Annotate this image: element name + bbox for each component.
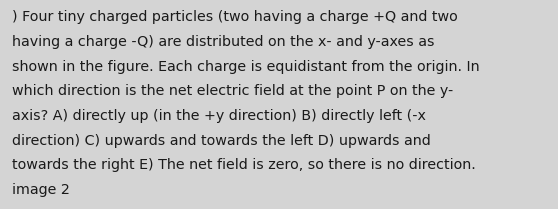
Text: which direction is the net electric field at the point P on the y-: which direction is the net electric fiel…	[12, 84, 454, 98]
Text: image 2: image 2	[12, 183, 70, 197]
Text: ) Four tiny charged particles (two having a charge +Q and two: ) Four tiny charged particles (two havin…	[12, 10, 458, 24]
Text: direction) C) upwards and towards the left D) upwards and: direction) C) upwards and towards the le…	[12, 134, 431, 148]
Text: axis? A) directly up (in the +y direction) B) directly left (-x: axis? A) directly up (in the +y directio…	[12, 109, 426, 123]
Text: having a charge -Q) are distributed on the x- and y-axes as: having a charge -Q) are distributed on t…	[12, 35, 435, 49]
Text: towards the right E) The net field is zero, so there is no direction.: towards the right E) The net field is ze…	[12, 158, 476, 172]
Text: shown in the figure. Each charge is equidistant from the origin. In: shown in the figure. Each charge is equi…	[12, 60, 480, 74]
